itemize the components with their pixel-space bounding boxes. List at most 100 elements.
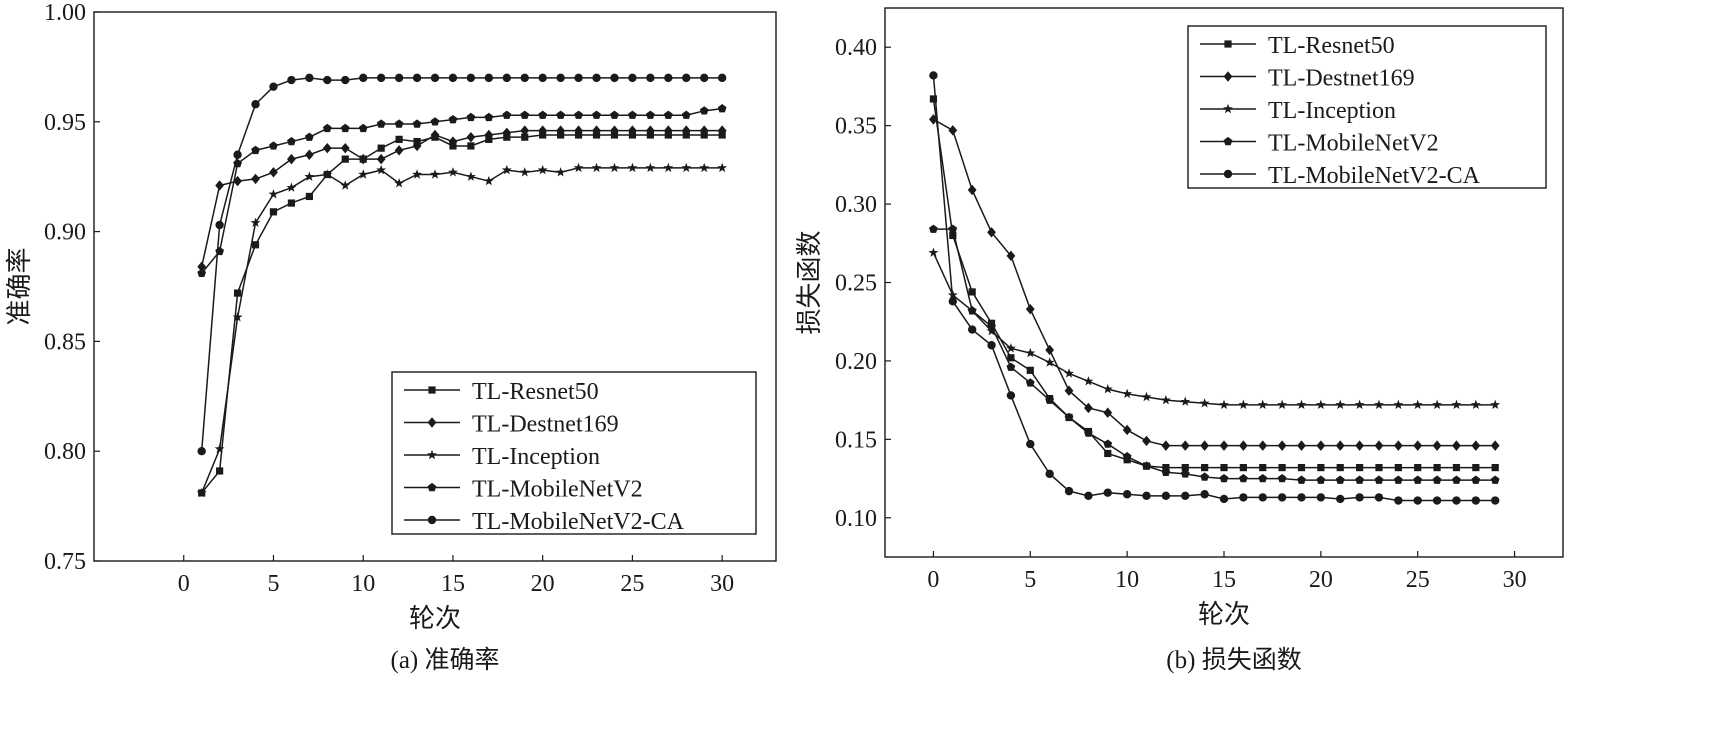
data-point [340, 180, 351, 190]
data-point [1277, 493, 1287, 502]
legend-marker [1224, 40, 1232, 48]
data-point [430, 117, 440, 126]
data-point [233, 289, 242, 297]
data-point [376, 73, 386, 83]
data-point [1433, 463, 1441, 472]
data-point [1277, 473, 1287, 483]
data-point [627, 162, 638, 173]
data-point [646, 73, 655, 83]
data-point [1335, 440, 1345, 451]
data-point [538, 110, 548, 119]
data-point [592, 125, 601, 136]
data-point [483, 175, 494, 186]
data-point [358, 153, 368, 165]
data-point [1277, 399, 1288, 410]
data-point [269, 167, 278, 178]
data-point [699, 106, 709, 115]
legend-item: TL-Resnet50 [404, 379, 599, 405]
data-point [322, 169, 333, 179]
data-point [717, 162, 728, 173]
data-point [1471, 475, 1481, 484]
data-point [1142, 491, 1151, 501]
data-point [1490, 440, 1500, 451]
data-point [1219, 399, 1229, 410]
data-point [232, 312, 243, 322]
x-tick-label: 15 [441, 571, 465, 597]
data-point [269, 141, 278, 150]
data-point [986, 325, 997, 336]
data-point [1374, 440, 1384, 451]
data-point [1005, 343, 1016, 353]
series-tl-destnet169 [197, 125, 727, 272]
panel-caption: (b) 损失函数 [1166, 646, 1301, 674]
data-point [1220, 463, 1228, 472]
data-point [663, 110, 673, 119]
y-tick-label: 0.10 [835, 506, 877, 532]
data-point [1045, 344, 1055, 356]
data-point [358, 169, 369, 179]
data-point [1181, 491, 1190, 501]
data-point [1278, 463, 1286, 472]
y-tick-label: 0.35 [835, 114, 877, 140]
series-tl-mobilenetv2-ca [197, 73, 727, 456]
data-point [394, 73, 404, 83]
data-point [1452, 475, 1461, 484]
series-tl-destnet169 [929, 114, 1500, 451]
data-point [987, 341, 996, 350]
data-point [287, 153, 296, 165]
data-point [502, 127, 512, 138]
series-line [933, 228, 1496, 481]
data-point [197, 261, 207, 272]
data-point [1161, 491, 1171, 501]
legend-label: TL-MobileNetV2 [472, 477, 643, 503]
data-point [465, 171, 476, 181]
data-point [1491, 496, 1500, 505]
data-point [197, 447, 206, 456]
data-point [359, 73, 368, 83]
data-point [1102, 383, 1113, 394]
data-point [1084, 491, 1093, 501]
data-point [967, 306, 977, 315]
y-tick-label: 0.20 [835, 349, 877, 375]
data-point [537, 164, 548, 175]
data-point [1103, 439, 1113, 448]
legend-item: TL-Destnet169 [1200, 66, 1415, 92]
legend-marker [1223, 169, 1233, 179]
y-tick-label: 0.75 [44, 549, 86, 575]
data-point [1104, 449, 1112, 458]
data-point [1200, 440, 1210, 451]
data-point [1238, 399, 1249, 410]
x-tick-label: 10 [1115, 567, 1139, 593]
data-point [251, 173, 260, 185]
data-point [1432, 399, 1443, 410]
data-point [215, 220, 224, 230]
data-point [717, 73, 727, 83]
data-point [1452, 463, 1461, 472]
data-point [628, 125, 637, 136]
legend-marker [427, 449, 437, 460]
data-point [1257, 399, 1268, 410]
legend-marker [427, 417, 437, 428]
data-point [717, 104, 727, 113]
data-point [556, 73, 565, 83]
data-point [304, 132, 314, 141]
data-point [610, 110, 619, 119]
legend-label: TL-MobileNetV2 [1268, 131, 1439, 157]
data-point [322, 123, 332, 133]
data-point [948, 125, 958, 136]
data-point [340, 123, 350, 133]
legend-item: TL-MobileNetV2 [404, 477, 643, 503]
data-point [376, 164, 387, 175]
data-point [412, 73, 422, 83]
loss-chart: 0 5 10 15 20 25 30 0.10 0.15 0.20 0.25 0.30 0.35 0.40… [795, 7, 1564, 674]
data-point [1335, 475, 1345, 484]
data-point [466, 131, 476, 143]
data-point [628, 73, 637, 83]
data-point [1045, 395, 1055, 404]
data-point [928, 247, 939, 257]
data-point [1317, 463, 1325, 472]
data-point [394, 119, 404, 128]
data-point [1297, 440, 1306, 451]
data-point [323, 75, 332, 85]
data-point [681, 110, 691, 119]
